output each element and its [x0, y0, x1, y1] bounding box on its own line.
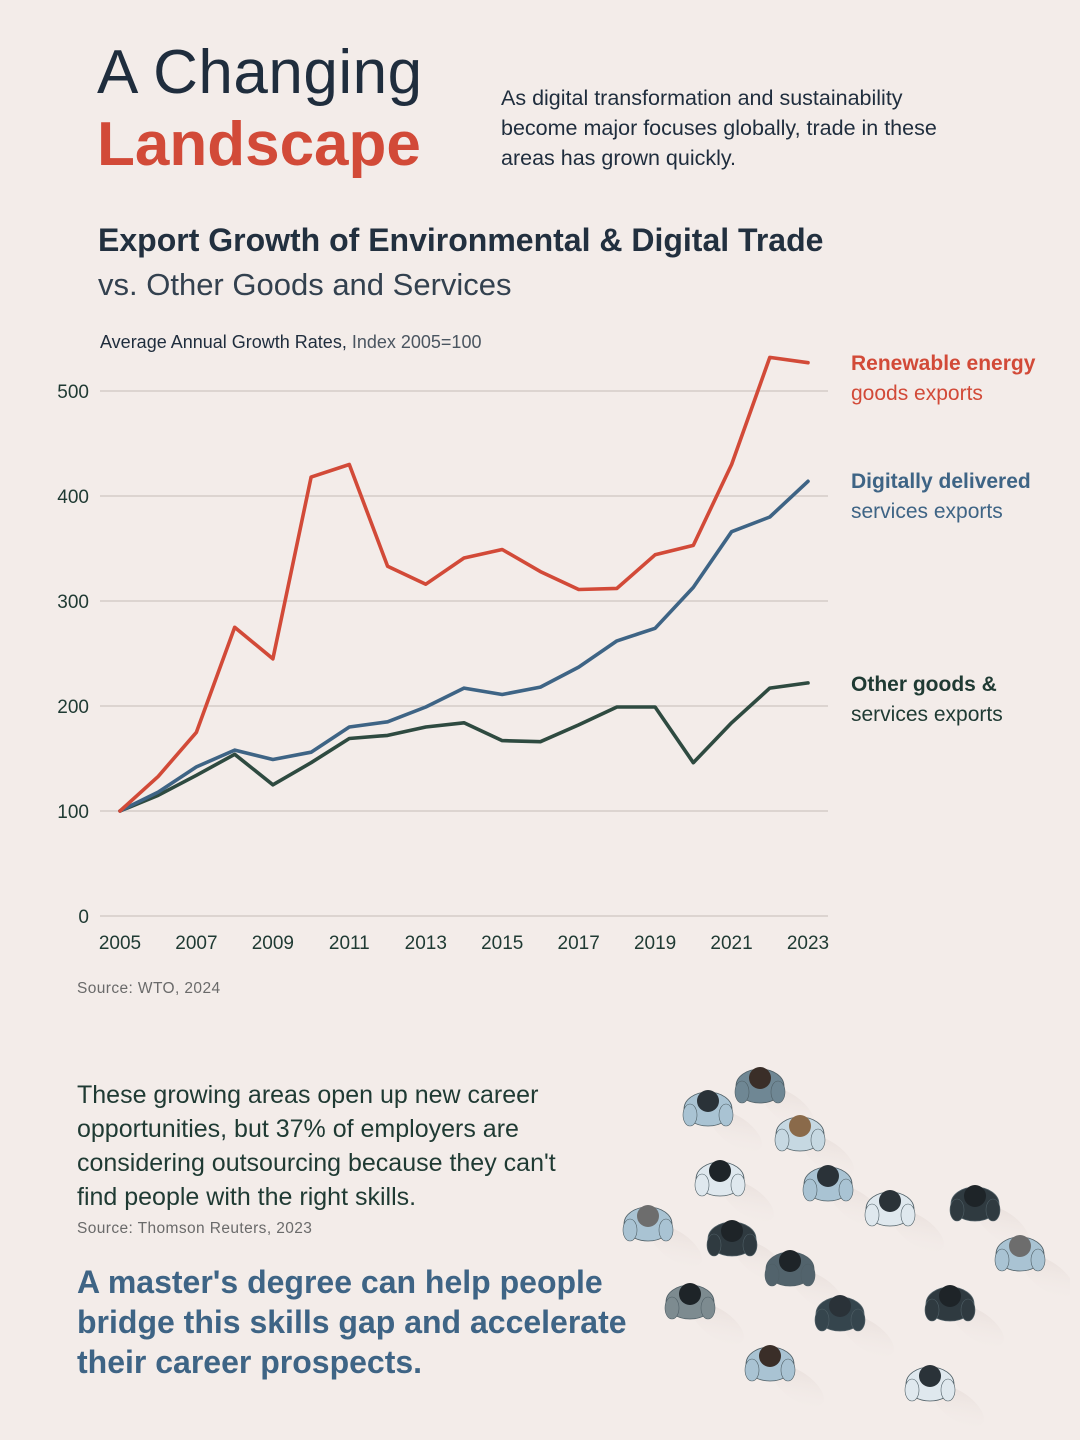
- person-figure: [924, 1285, 1004, 1347]
- person-figure: [706, 1220, 786, 1282]
- y-tick-label: 0: [78, 907, 89, 928]
- series-line-digital: [118, 479, 810, 813]
- person-figure: [764, 1250, 844, 1312]
- person-figure: [622, 1205, 702, 1267]
- person-figure: [682, 1090, 762, 1152]
- legend-other-line2: services exports: [851, 703, 1003, 726]
- body-text: These growing areas open up new career o…: [77, 1081, 556, 1211]
- body-source: Source: Thomson Reuters, 2023: [77, 1220, 313, 1237]
- legend-renewable: Renewable energy goods exports: [851, 349, 1035, 409]
- person-figure: [949, 1185, 1029, 1247]
- person-figure: [664, 1283, 744, 1345]
- x-tick-label: 2019: [634, 933, 676, 954]
- chart-subtitle-main: Average Annual Growth Rates,: [100, 332, 347, 352]
- person-figure: [864, 1190, 944, 1252]
- x-tick-label: 2007: [175, 933, 217, 954]
- person-figure: [774, 1115, 854, 1177]
- headline: A Changing Landscape: [97, 42, 423, 176]
- line-chart: 0 100 200 300 400 500 2005 2007 2009 2011 2013 201…: [57, 355, 829, 954]
- legend-digital-line1: Digitally delivered: [851, 470, 1031, 493]
- series-lines: [118, 355, 810, 813]
- chart-subtitle: Average Annual Growth Rates, Index 2005=…: [100, 332, 481, 353]
- legend-renewable-line1: Renewable energy: [851, 352, 1036, 375]
- series-line-other: [118, 681, 810, 813]
- y-tick-label: 300: [57, 592, 89, 613]
- legend-other-line1: Other goods &: [851, 673, 997, 696]
- x-tick-label: 2009: [252, 933, 294, 954]
- y-tick-label: 100: [57, 802, 89, 823]
- x-tick-label: 2021: [710, 933, 752, 954]
- chart-title: Export Growth of Environmental & Digital…: [98, 222, 823, 303]
- chart-title-line1: Export Growth of Environmental & Digital…: [98, 222, 824, 258]
- call-to-action: A master's degree can help people bridge…: [77, 1264, 627, 1380]
- x-tick-label: 2011: [329, 933, 370, 954]
- person-figure: [814, 1295, 894, 1357]
- people-crowd-illustration: [622, 1067, 1070, 1427]
- legend-other: Other goods & services exports: [851, 670, 1003, 730]
- y-tick-labels: 0 100 200 300 400 500: [57, 382, 89, 928]
- x-tick-label: 2023: [787, 933, 829, 954]
- x-tick-labels: 2005 2007 2009 2011 2013 2015 2017 2019 2021 2023: [99, 933, 829, 954]
- series-line-renewable: [118, 355, 810, 813]
- intro-text: As digital transformation and sustainabi…: [501, 86, 937, 170]
- legend-digital: Digitally delivered services exports: [851, 467, 1031, 527]
- chart-source: Source: WTO, 2024: [77, 980, 221, 997]
- person-figure: [994, 1235, 1070, 1297]
- x-tick-label: 2013: [405, 933, 447, 954]
- person-figure: [802, 1165, 882, 1227]
- headline-line2: Landscape: [97, 110, 421, 179]
- y-tick-label: 400: [57, 487, 89, 508]
- x-tick-label: 2017: [558, 933, 600, 954]
- grid-lines: [100, 390, 828, 917]
- y-tick-label: 200: [57, 697, 89, 718]
- person-figure: [904, 1365, 984, 1427]
- person-figure: [744, 1345, 824, 1407]
- chart-title-line2: vs. Other Goods and Services: [98, 267, 512, 302]
- legend-renewable-line2: goods exports: [851, 382, 983, 405]
- legend-digital-line2: services exports: [851, 500, 1003, 523]
- x-tick-label: 2015: [481, 933, 523, 954]
- y-tick-label: 500: [57, 382, 89, 403]
- headline-line1: A Changing: [97, 38, 423, 107]
- person-figure: [694, 1160, 774, 1222]
- chart-subtitle-index: Index 2005=100: [351, 332, 482, 352]
- x-tick-label: 2005: [99, 933, 141, 954]
